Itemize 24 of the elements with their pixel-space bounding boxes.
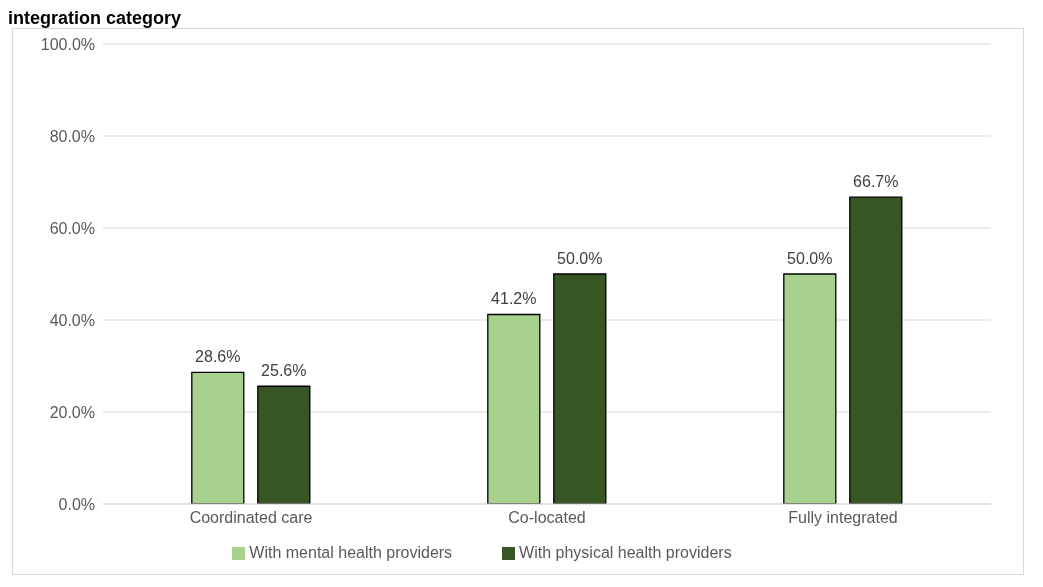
bar (849, 196, 903, 504)
x-tick-label: Coordinated care (189, 509, 313, 527)
legend-label: With mental health providers (249, 544, 453, 561)
y-tick-label: 60.0% (49, 219, 95, 237)
y-tick-label: 0.0% (58, 495, 95, 513)
chart-title: integration category (8, 8, 183, 28)
data-label: 41.2% (491, 290, 537, 308)
data-label: 50.0% (787, 250, 833, 267)
y-tick-label: 40.0% (49, 311, 95, 329)
data-label: 66.7% (853, 173, 899, 191)
bar (783, 273, 837, 504)
x-tick-label: Fully integrated (788, 509, 898, 527)
data-label: 50.0% (557, 250, 603, 267)
legend-label: With physical health providers (519, 544, 732, 561)
y-tick-label: 20.0% (49, 403, 95, 421)
y-tick-label: 100.0% (40, 35, 95, 53)
bar (487, 313, 541, 504)
data-label: 28.6% (195, 348, 241, 366)
data-label: 25.6% (261, 362, 307, 380)
bar (257, 385, 311, 504)
bar (553, 273, 607, 504)
y-tick-label: 80.0% (49, 127, 95, 145)
x-tick-label: Co-located (508, 509, 586, 527)
bar (191, 371, 245, 504)
